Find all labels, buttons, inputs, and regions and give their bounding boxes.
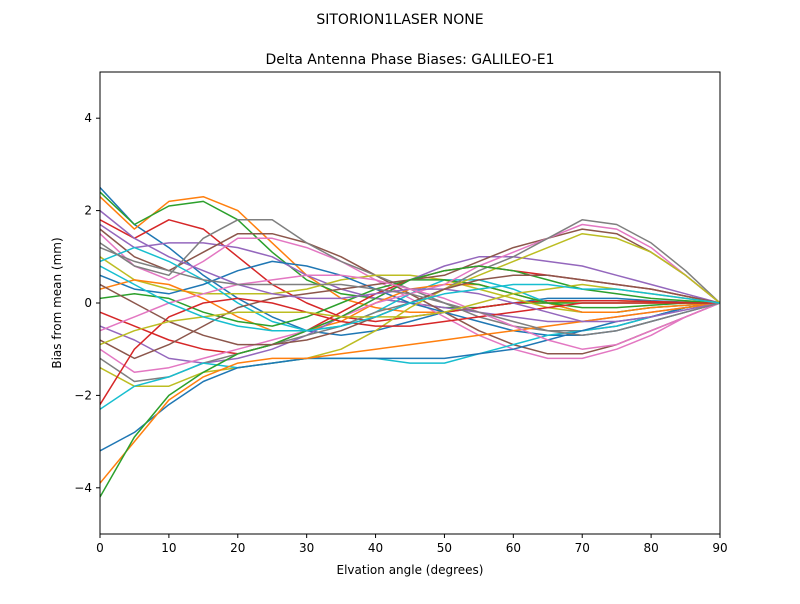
y-tick-label-4: 4 [84,111,92,125]
series-line-20 [100,302,720,410]
x-tick-label-30: 30 [299,541,314,555]
y-axis-ticks: −4 −2 0 2 4 [74,111,100,495]
x-tick-label-20: 20 [230,541,245,555]
x-tick-label-0: 0 [96,541,104,555]
x-tick-label-70: 70 [575,541,590,555]
x-tick-label-10: 10 [161,541,176,555]
figure-suptitle: SITORION1LASER NONE [316,12,483,28]
y-tick-label--2: −2 [74,388,92,402]
x-tick-label-80: 80 [643,541,658,555]
series-line-30 [100,265,720,332]
x-axis-ticks: 0 10 20 30 40 50 60 70 80 90 [96,534,728,555]
x-tick-label-60: 60 [506,541,521,555]
series-group [100,186,720,498]
y-axis-label: Bias from mean (mm) [50,237,64,368]
series-line-28 [100,246,720,337]
y-tick-label-0: 0 [84,296,92,310]
y-tick-label--4: −4 [74,481,92,495]
series-line-22 [100,302,720,484]
series-line-1 [100,186,720,337]
plot-frame [99,71,721,535]
series-line-24 [100,297,720,405]
chart-title: Delta Antenna Phase Biases: GALILEO-E1 [265,52,554,68]
x-tick-label-50: 50 [437,541,452,555]
x-tick-label-90: 90 [712,541,727,555]
x-axis-label: Elvation angle (degrees) [337,563,484,577]
y-tick-label-2: 2 [84,204,92,218]
series-line-27 [100,274,720,350]
series-line-7 [100,233,720,360]
x-tick-label-40: 40 [368,541,383,555]
series-line-23 [100,265,720,498]
